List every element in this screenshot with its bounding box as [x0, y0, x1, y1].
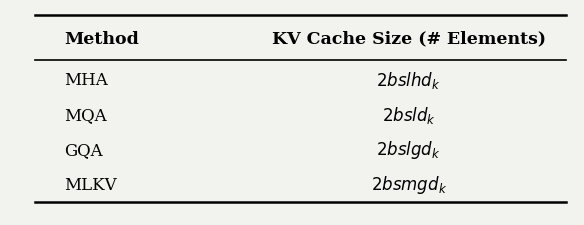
Text: KV Cache Size (# Elements): KV Cache Size (# Elements)	[272, 31, 546, 48]
Text: $2bslgd_k$: $2bslgd_k$	[377, 139, 441, 161]
Text: MLKV: MLKV	[64, 176, 117, 193]
Text: $2bslhd_k$: $2bslhd_k$	[377, 70, 441, 90]
Text: MQA: MQA	[64, 106, 107, 123]
Text: Method: Method	[64, 31, 139, 48]
Text: $2bsld_k$: $2bsld_k$	[382, 104, 436, 125]
Text: $2bsmgd_k$: $2bsmgd_k$	[371, 174, 447, 196]
Text: MHA: MHA	[64, 72, 108, 88]
Text: GQA: GQA	[64, 141, 103, 158]
